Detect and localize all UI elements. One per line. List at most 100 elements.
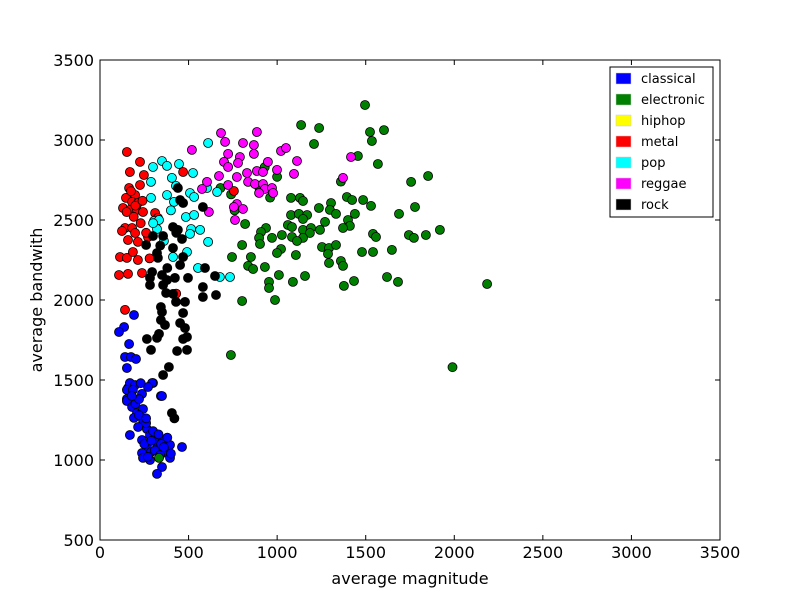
data-point [347,195,358,205]
legend-item-pop: pop [615,156,665,171]
data-point [188,168,198,178]
data-point [223,180,234,190]
y-tick-label: 2500 [53,211,94,230]
y-tick-label: 2000 [53,291,94,310]
data-point [262,156,273,167]
data-point [420,230,431,240]
data-point [123,268,133,279]
y-axis-label: average bandwith [27,228,46,373]
data-point [223,148,234,159]
legend-item-hiphop: hiphop [615,114,686,129]
data-point [165,205,176,216]
data-point [146,435,157,446]
x-tick-label: 1500 [345,543,386,562]
data-point [482,279,493,289]
legend-swatch [615,72,632,85]
legend-swatch [615,135,632,148]
series-rock [141,183,221,424]
x-axis-tick-labels: 0 500 1000 1500 2000 2500 3000 3500 [95,543,740,562]
data-point [323,248,333,259]
data-point [153,429,164,440]
data-point [423,171,434,181]
data-point [216,128,226,138]
data-point [177,442,187,452]
data-point [393,276,403,287]
data-point [135,180,145,190]
data-point [120,304,130,315]
data-point [372,159,383,169]
data-point [178,198,189,208]
x-tick-label: 2000 [434,543,475,562]
data-point [180,296,190,307]
data-point [124,430,135,440]
legend: classical electronic hiphop metal pop reggae r… [609,66,714,218]
data-point [259,262,270,272]
legend-label: classical [641,72,696,87]
data-point [166,172,177,183]
legend-swatch [615,198,632,211]
data-point [365,127,375,137]
data-point [255,239,265,249]
data-point [183,272,193,283]
data-point [189,192,200,202]
data-point [382,272,392,282]
data-point [394,208,404,219]
data-point [203,236,214,247]
legend-label: rock [641,198,669,213]
y-axis-tick-labels: 500 1000 1500 2000 2500 3000 3500 [53,51,94,550]
series-reggae [186,127,356,225]
data-point [242,168,252,178]
data-point [238,204,248,214]
data-point [146,176,156,187]
data-point [324,258,334,268]
data-point [408,232,419,243]
data-point [410,202,420,212]
data-point [178,167,189,177]
data-point [165,448,176,459]
data-point [272,164,282,175]
data-point [141,240,152,250]
data-point [123,235,133,245]
data-point [128,211,139,222]
legend-item-classical: classical [615,72,696,87]
data-point [248,140,259,150]
legend-item-reggae: reggae [615,177,687,192]
data-point [177,234,187,244]
data-point [304,228,315,238]
data-point [141,413,152,424]
data-point [137,195,148,206]
data-point [227,252,237,262]
data-point [180,323,190,333]
data-point [158,231,169,241]
data-point [320,216,330,227]
data-point [447,362,458,373]
data-point [135,218,146,229]
legend-item-rock: rock [615,198,669,213]
legend-label: reggae [641,177,687,192]
data-point [146,192,156,203]
legend-label: electronic [641,93,705,108]
data-point [338,223,348,233]
data-point [368,247,378,257]
data-point [174,159,184,169]
legend-swatch [615,177,632,190]
data-point [357,247,367,257]
data-point [135,156,145,167]
data-point [237,240,248,250]
data-point [117,226,127,236]
data-point [169,272,180,283]
legend-item-metal: metal [615,135,678,150]
data-point [331,208,341,219]
data-point [371,232,381,242]
data-point [163,362,174,372]
data-point [152,252,163,263]
y-tick-label: 3000 [53,131,94,150]
x-tick-label: 500 [173,543,204,562]
data-point [298,214,308,224]
data-point [158,442,169,453]
data-point [315,224,325,235]
data-point [287,276,298,287]
data-point [132,255,143,265]
legend-swatch [615,93,632,106]
data-point [195,224,206,235]
